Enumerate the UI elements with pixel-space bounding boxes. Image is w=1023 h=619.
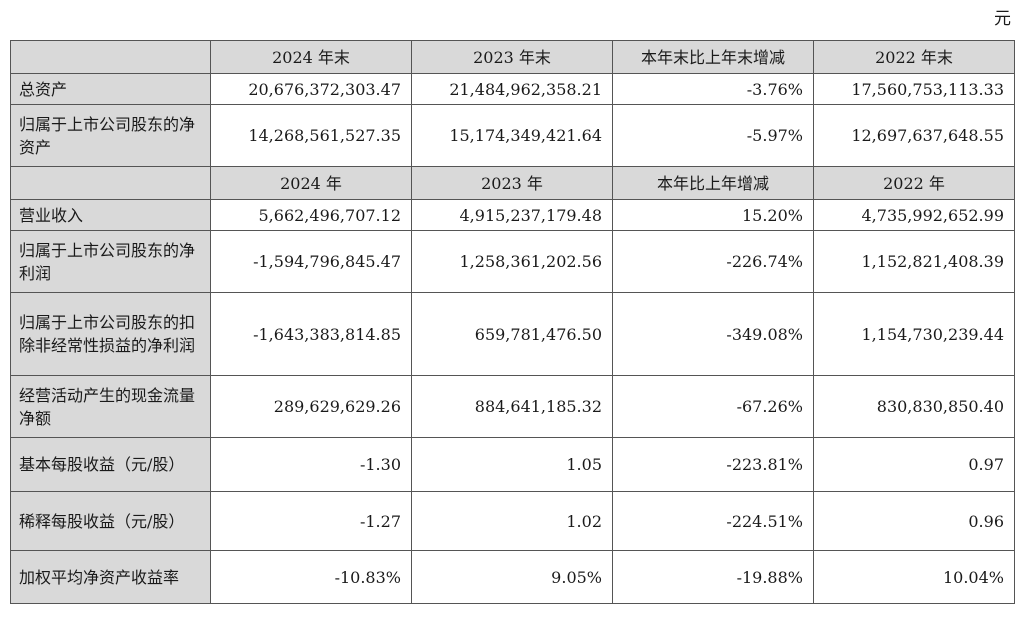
value-cell: 17,560,753,113.33: [813, 73, 1015, 105]
row-label: 经营活动产生的现金流量净额: [10, 375, 211, 438]
header-cell: 本年末比上年末增减: [612, 40, 814, 74]
value-cell: 0.96: [813, 491, 1015, 551]
row-label: 总资产: [10, 73, 211, 105]
value-cell: 830,830,850.40: [813, 375, 1015, 438]
table-row: 归属于上市公司股东的净利润 -1,594,796,845.47 1,258,36…: [10, 230, 1015, 293]
table-row: 归属于上市公司股东的净资产 14,268,561,527.35 15,174,3…: [10, 104, 1015, 167]
value-cell: 20,676,372,303.47: [210, 73, 412, 105]
header-cell: 2024 年: [210, 166, 412, 200]
value-cell: 14,268,561,527.35: [210, 104, 412, 167]
value-cell: 5,662,496,707.12: [210, 199, 412, 231]
header-cell: 2022 年: [813, 166, 1015, 200]
value-cell: -224.51%: [612, 491, 814, 551]
value-cell: -1,643,383,814.85: [210, 292, 412, 376]
value-cell: 1.05: [411, 437, 613, 492]
value-cell: 10.04%: [813, 550, 1015, 604]
table-row: 基本每股收益（元/股） -1.30 1.05 -223.81% 0.97: [10, 437, 1015, 492]
header-cell: 2022 年末: [813, 40, 1015, 74]
header-cell: 2024 年末: [210, 40, 412, 74]
value-cell: -1,594,796,845.47: [210, 230, 412, 293]
row-label: 归属于上市公司股东的扣除非经常性损益的净利润: [10, 292, 211, 376]
value-cell: 884,641,185.32: [411, 375, 613, 438]
value-cell: 1.02: [411, 491, 613, 551]
currency-unit: 元: [994, 9, 1011, 29]
header-cell: 2023 年: [411, 166, 613, 200]
value-cell: 15.20%: [612, 199, 814, 231]
header-cell: 2023 年末: [411, 40, 613, 74]
value-cell: -10.83%: [210, 550, 412, 604]
value-cell: -5.97%: [612, 104, 814, 167]
table-row: 总资产 20,676,372,303.47 21,484,962,358.21 …: [10, 73, 1015, 105]
value-cell: -223.81%: [612, 437, 814, 492]
header-cell: [10, 40, 211, 74]
value-cell: -1.30: [210, 437, 412, 492]
header-cell: [10, 166, 211, 200]
balance-header-row: 2024 年末 2023 年末 本年末比上年末增减 2022 年末: [10, 40, 1015, 74]
value-cell: 15,174,349,421.64: [411, 104, 613, 167]
financial-summary-table: 2024 年末 2023 年末 本年末比上年末增减 2022 年末 总资产 20…: [10, 40, 1015, 604]
value-cell: -349.08%: [612, 292, 814, 376]
value-cell: -3.76%: [612, 73, 814, 105]
value-cell: 1,154,730,239.44: [813, 292, 1015, 376]
table-row: 归属于上市公司股东的扣除非经常性损益的净利润 -1,643,383,814.85…: [10, 292, 1015, 376]
row-label: 基本每股收益（元/股）: [10, 437, 211, 492]
value-cell: 0.97: [813, 437, 1015, 492]
table-row: 营业收入 5,662,496,707.12 4,915,237,179.48 1…: [10, 199, 1015, 231]
table-row: 经营活动产生的现金流量净额 289,629,629.26 884,641,185…: [10, 375, 1015, 438]
value-cell: 1,152,821,408.39: [813, 230, 1015, 293]
value-cell: 21,484,962,358.21: [411, 73, 613, 105]
value-cell: -67.26%: [612, 375, 814, 438]
value-cell: -19.88%: [612, 550, 814, 604]
row-label: 归属于上市公司股东的净资产: [10, 104, 211, 167]
table-row: 加权平均净资产收益率 -10.83% 9.05% -19.88% 10.04%: [10, 550, 1015, 604]
income-header-row: 2024 年 2023 年 本年比上年增减 2022 年: [10, 166, 1015, 200]
row-label: 归属于上市公司股东的净利润: [10, 230, 211, 293]
value-cell: 289,629,629.26: [210, 375, 412, 438]
value-cell: 12,697,637,648.55: [813, 104, 1015, 167]
value-cell: 1,258,361,202.56: [411, 230, 613, 293]
value-cell: -226.74%: [612, 230, 814, 293]
value-cell: 4,735,992,652.99: [813, 199, 1015, 231]
row-label: 稀释每股收益（元/股）: [10, 491, 211, 551]
row-label: 营业收入: [10, 199, 211, 231]
value-cell: 659,781,476.50: [411, 292, 613, 376]
row-label: 加权平均净资产收益率: [10, 550, 211, 604]
value-cell: 9.05%: [411, 550, 613, 604]
table-row: 稀释每股收益（元/股） -1.27 1.02 -224.51% 0.96: [10, 491, 1015, 551]
value-cell: -1.27: [210, 491, 412, 551]
header-cell: 本年比上年增减: [612, 166, 814, 200]
value-cell: 4,915,237,179.48: [411, 199, 613, 231]
